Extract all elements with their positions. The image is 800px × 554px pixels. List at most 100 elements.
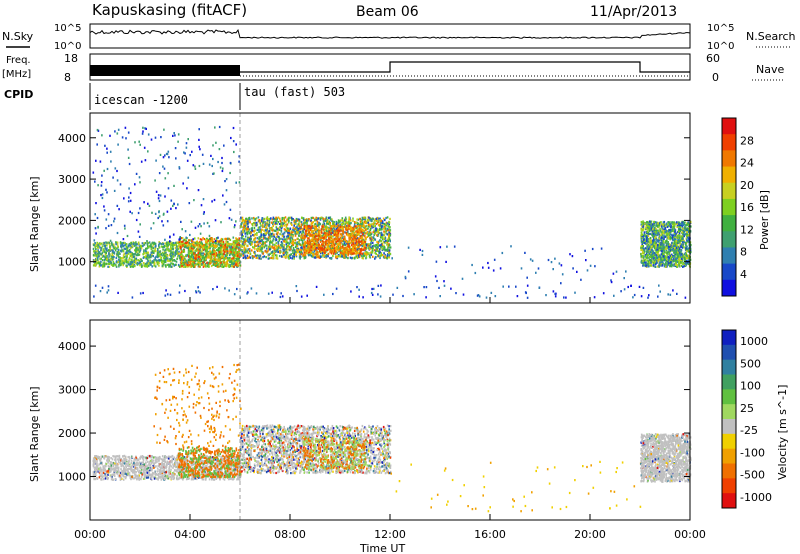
power-cell — [282, 238, 284, 241]
power-cell — [332, 254, 334, 258]
power-cell — [172, 242, 174, 245]
power-cell — [345, 256, 347, 259]
power-cell — [215, 261, 217, 265]
power-cell — [304, 241, 306, 244]
power-cell — [240, 222, 243, 225]
power-cell — [360, 240, 363, 243]
power-cell — [144, 242, 147, 245]
power-cell — [151, 260, 154, 263]
power-cell — [275, 245, 277, 248]
power-cell — [264, 232, 266, 235]
power-cell — [340, 223, 343, 226]
power-cell — [211, 243, 213, 246]
power-cell — [375, 219, 378, 222]
power-cell — [339, 246, 342, 249]
power-cell — [142, 244, 144, 248]
power-cell — [232, 126, 235, 130]
power-cell — [221, 238, 224, 241]
power-cell — [230, 252, 232, 255]
power-cell — [219, 249, 222, 252]
power-cell — [180, 220, 182, 223]
power-cell — [277, 221, 280, 224]
power-cell — [272, 254, 275, 258]
power-cell — [170, 199, 173, 202]
power-cell — [320, 231, 323, 234]
power-cell — [326, 222, 328, 225]
power-cell — [98, 245, 100, 248]
power-cell — [110, 261, 112, 264]
power-cell — [236, 259, 238, 262]
power-cell — [121, 136, 124, 139]
power-cell — [380, 222, 382, 225]
power-cell — [301, 247, 303, 250]
power-cell — [252, 221, 255, 225]
power-cell — [349, 236, 352, 239]
power-cell — [352, 217, 354, 220]
power-cell — [323, 232, 326, 235]
power-cell — [355, 252, 357, 255]
power-cell — [315, 252, 317, 256]
power-cell — [110, 263, 113, 266]
power-cell — [150, 256, 152, 259]
power-cell — [373, 234, 375, 237]
power-cell — [355, 235, 358, 238]
power-cell — [97, 256, 99, 259]
power-cell — [308, 242, 310, 245]
power-cell — [329, 248, 332, 252]
power-cell — [203, 238, 206, 241]
power-cell — [353, 225, 355, 228]
power-cell — [212, 172, 214, 175]
power-cell — [312, 217, 315, 220]
power-cell — [94, 263, 97, 266]
power-cell — [159, 153, 162, 156]
power-cell — [259, 240, 261, 243]
power-cell — [279, 217, 281, 220]
power-cell — [330, 247, 332, 250]
power-cell — [188, 252, 190, 255]
power-cell — [271, 218, 274, 221]
power-cell — [339, 228, 341, 231]
power-cell — [101, 259, 104, 262]
power-cell — [381, 228, 383, 231]
power-cell — [231, 243, 233, 246]
power-cell — [351, 227, 353, 230]
power-cell — [192, 262, 194, 265]
power-cell — [291, 255, 294, 258]
power-cell — [278, 254, 281, 258]
power-cell — [198, 128, 200, 131]
power-cell — [335, 234, 338, 237]
power-cell — [290, 222, 292, 225]
power-cell — [208, 245, 210, 249]
power-cell — [298, 250, 301, 253]
power-cell — [245, 249, 247, 252]
power-cell — [178, 238, 180, 241]
power-cell — [211, 253, 214, 256]
power-cell — [319, 237, 322, 240]
power-cell — [270, 246, 272, 249]
power-cell — [109, 249, 111, 252]
power-cell — [92, 247, 95, 250]
power-cell — [192, 255, 195, 258]
power-cell — [312, 230, 314, 233]
power-cell — [224, 237, 226, 241]
power-cell — [179, 253, 182, 256]
power-cell — [333, 248, 336, 251]
power-cell — [165, 152, 168, 155]
power-cell — [123, 241, 125, 244]
power-cell — [328, 217, 330, 220]
power-cell — [176, 252, 179, 255]
power-cell — [221, 265, 223, 268]
power-cell — [200, 225, 202, 228]
power-cell — [358, 252, 361, 255]
power-cell — [175, 250, 177, 253]
power-cell — [375, 247, 377, 250]
power-cell — [194, 167, 197, 170]
power-cell — [224, 262, 227, 265]
power-cell — [520, 267, 523, 270]
power-cell — [220, 239, 223, 242]
power-cell — [326, 232, 329, 235]
power-cell — [247, 238, 249, 242]
power-cell — [352, 227, 355, 230]
power-cell — [380, 225, 383, 228]
power-cell — [198, 244, 201, 247]
